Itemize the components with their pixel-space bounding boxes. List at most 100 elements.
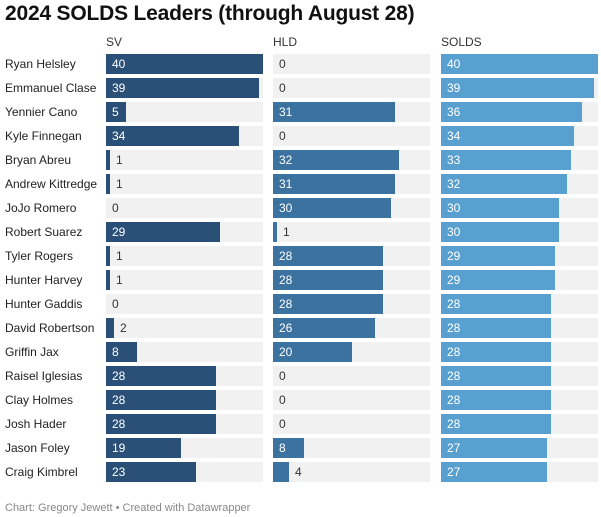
bar-track-solds: 28 — [441, 342, 598, 362]
bar-track-hld: 28 — [273, 294, 430, 314]
bar-hld — [273, 270, 383, 290]
data-label-hld: 8 — [279, 441, 286, 455]
data-label-hld: 30 — [279, 201, 293, 215]
data-label-sv: 40 — [112, 57, 126, 71]
data-label-solds: 27 — [447, 465, 461, 479]
row-label: Emmanuel Clase — [5, 81, 97, 95]
row-label: Andrew Kittredge — [5, 177, 98, 191]
bar-sv — [106, 270, 110, 290]
bar-solds — [441, 246, 555, 266]
bar-track-solds: 33 — [441, 150, 598, 170]
data-label-hld: 1 — [283, 225, 290, 239]
bar-hld — [273, 438, 304, 458]
bar-sv — [106, 126, 239, 146]
data-label-hld: 31 — [279, 177, 293, 191]
data-label-solds: 28 — [447, 345, 461, 359]
bar-track-hld: 20 — [273, 342, 430, 362]
bar-track-solds: 39 — [441, 78, 598, 98]
data-label-sv: 0 — [112, 201, 119, 215]
data-label-solds: 28 — [447, 321, 461, 335]
bar-track-sv: 40 — [106, 54, 263, 74]
data-label-solds: 29 — [447, 273, 461, 287]
data-label-sv: 8 — [112, 345, 119, 359]
bar-track-solds: 32 — [441, 174, 598, 194]
bar-track-solds: 29 — [441, 270, 598, 290]
bar-track-sv: 29 — [106, 222, 263, 242]
bar-track-solds: 28 — [441, 390, 598, 410]
bar-solds — [441, 126, 574, 146]
bar-track-hld: 26 — [273, 318, 430, 338]
bar-track-sv: 1 — [106, 270, 263, 290]
bar-track-solds: 29 — [441, 246, 598, 266]
data-label-sv: 19 — [112, 441, 126, 455]
bar-solds — [441, 270, 555, 290]
bar-hld — [273, 318, 375, 338]
bar-solds — [441, 54, 598, 74]
data-label-sv: 0 — [112, 297, 119, 311]
bar-solds — [441, 294, 551, 314]
row-label: Bryan Abreu — [5, 153, 72, 167]
bar-track-hld: 0 — [273, 54, 430, 74]
bar-track-sv: 39 — [106, 78, 263, 98]
row-label: Griffin Jax — [5, 345, 59, 359]
data-label-sv: 1 — [116, 153, 123, 167]
data-label-hld: 20 — [279, 345, 293, 359]
bar-track-hld: 32 — [273, 150, 430, 170]
bar-track-solds: 28 — [441, 366, 598, 386]
data-label-hld: 28 — [279, 249, 293, 263]
bar-sv — [106, 246, 110, 266]
bar-track-solds: 28 — [441, 318, 598, 338]
data-label-hld: 0 — [279, 417, 286, 431]
bar-track-sv: 8 — [106, 342, 263, 362]
bar-track-hld: 1 — [273, 222, 430, 242]
data-label-sv: 39 — [112, 81, 126, 95]
bar-track-sv: 0 — [106, 198, 263, 218]
data-label-solds: 28 — [447, 297, 461, 311]
bar-hld — [273, 222, 277, 242]
data-label-solds: 28 — [447, 393, 461, 407]
bar-solds — [441, 102, 582, 122]
bar-track-solds: 30 — [441, 198, 598, 218]
row-label: Craig Kimbrel — [5, 465, 78, 479]
bar-track-solds: 40 — [441, 54, 598, 74]
bar-track-sv: 0 — [106, 294, 263, 314]
bar-track-hld: 0 — [273, 78, 430, 98]
data-label-solds: 32 — [447, 177, 461, 191]
bar-hld — [273, 102, 395, 122]
data-label-sv: 29 — [112, 225, 126, 239]
data-label-hld: 32 — [279, 153, 293, 167]
bar-solds — [441, 150, 571, 170]
data-label-hld: 0 — [279, 57, 286, 71]
data-label-hld: 31 — [279, 105, 293, 119]
data-label-hld: 28 — [279, 297, 293, 311]
bar-hld — [273, 174, 395, 194]
bar-sv — [106, 174, 110, 194]
bar-solds — [441, 342, 551, 362]
bar-solds — [441, 78, 594, 98]
bar-track-solds: 34 — [441, 126, 598, 146]
bar-solds — [441, 174, 567, 194]
bar-track-sv: 1 — [106, 174, 263, 194]
bar-solds — [441, 462, 547, 482]
bar-hld — [273, 150, 399, 170]
bar-track-hld: 28 — [273, 246, 430, 266]
data-label-sv: 1 — [116, 249, 123, 263]
data-label-sv: 2 — [120, 321, 127, 335]
bar-track-hld: 31 — [273, 102, 430, 122]
data-label-hld: 4 — [295, 465, 302, 479]
row-label: Hunter Gaddis — [5, 297, 83, 311]
row-label: Yennier Cano — [5, 105, 78, 119]
bar-solds — [441, 198, 559, 218]
bar-track-hld: 28 — [273, 270, 430, 290]
row-label: Robert Suarez — [5, 225, 83, 239]
data-label-solds: 34 — [447, 129, 461, 143]
bar-track-hld: 0 — [273, 414, 430, 434]
bar-track-sv: 28 — [106, 414, 263, 434]
bar-track-solds: 27 — [441, 462, 598, 482]
data-label-sv: 1 — [116, 273, 123, 287]
bar-track-sv: 34 — [106, 126, 263, 146]
data-label-hld: 0 — [279, 81, 286, 95]
bar-track-sv: 2 — [106, 318, 263, 338]
data-label-solds: 28 — [447, 417, 461, 431]
data-label-sv: 23 — [112, 465, 126, 479]
